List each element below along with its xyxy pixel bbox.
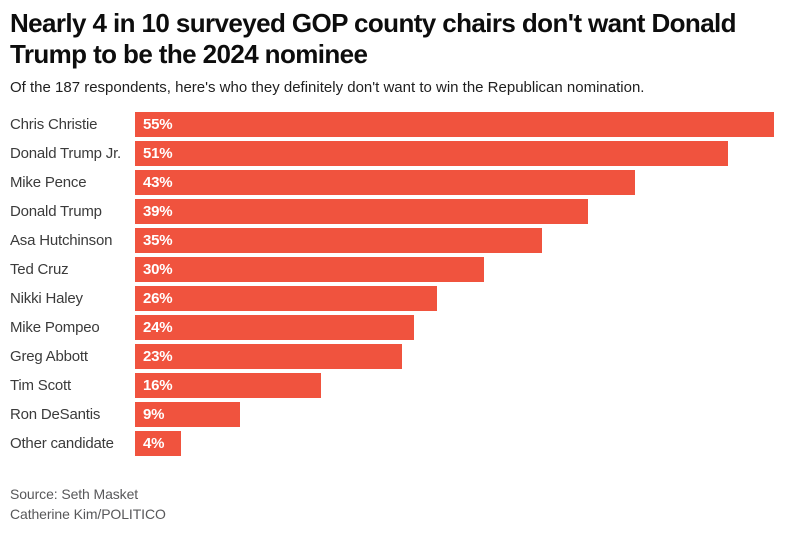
bar: 9% [135,402,240,427]
bar-value-label: 9% [143,406,165,423]
chart-row: Ted Cruz 30% [10,257,774,282]
bar-value-label: 51% [143,145,173,162]
category-label: Donald Trump [10,203,102,220]
category-label: Mike Pence [10,174,87,191]
bar-area: 4% [135,431,774,456]
bar-value-label: 35% [143,232,173,249]
bar-area: 9% [135,402,774,427]
chart-row: Other candidate 4% [10,431,774,456]
bar-value-label: 26% [143,290,173,307]
bar-value-label: 55% [143,116,173,133]
bar: 26% [135,286,438,311]
bar: 30% [135,257,484,282]
chart-row: Greg Abbott 23% [10,344,774,369]
chart-row: Asa Hutchinson 35% [10,228,774,253]
page-title: Nearly 4 in 10 surveyed GOP county chair… [10,8,737,69]
bar-area: 35% [135,228,774,253]
category-label: Ron DeSantis [10,406,101,423]
chart-row: Tim Scott 16% [10,373,774,398]
bar-area: 51% [135,141,774,166]
bar-area: 24% [135,315,774,340]
bar-value-label: 4% [143,435,165,452]
bar: 4% [135,431,182,456]
category-label: Mike Pompeo [10,319,100,336]
bar-value-label: 43% [143,174,173,191]
bar-value-label: 30% [143,261,173,278]
bar: 51% [135,141,728,166]
chart-row: Chris Christie 55% [10,112,774,137]
category-label: Asa Hutchinson [10,232,113,249]
chart-row: Ron DeSantis 9% [10,402,774,427]
bar-area: 26% [135,286,774,311]
bar-area: 30% [135,257,774,282]
category-label: Tim Scott [10,377,71,394]
bar-value-label: 24% [143,319,173,336]
bar-value-label: 23% [143,348,173,365]
bar: 24% [135,315,414,340]
bar-area: 23% [135,344,774,369]
bar-value-label: 16% [143,377,173,394]
category-label: Greg Abbott [10,348,88,365]
bar: 35% [135,228,542,253]
bar: 43% [135,170,635,195]
source-line: Source: Seth Masket [10,486,139,502]
bar-area: 16% [135,373,774,398]
bar: 16% [135,373,321,398]
bar-area: 55% [135,112,774,137]
chart-row: Mike Pence 43% [10,170,774,195]
page-subtitle: Of the 187 respondents, here's who they … [10,79,645,96]
category-label: Chris Christie [10,116,98,133]
category-label: Other candidate [10,435,114,452]
chart-row: Mike Pompeo 24% [10,315,774,340]
category-label: Donald Trump Jr. [10,145,122,162]
category-label: Nikki Haley [10,290,83,307]
bar: 55% [135,112,774,137]
bar-area: 39% [135,199,774,224]
bar: 39% [135,199,589,224]
bar-value-label: 39% [143,203,173,220]
bar: 23% [135,344,403,369]
chart-row: Nikki Haley 26% [10,286,774,311]
bar-chart: Chris Christie 55% Donald Trump Jr. 51% … [10,112,774,460]
category-label: Ted Cruz [10,261,69,278]
bar-area: 43% [135,170,774,195]
chart-row: Donald Trump Jr. 51% [10,141,774,166]
credit-line: Catherine Kim/POLITICO [10,506,166,522]
chart-footer: Source: Seth Masket Catherine Kim/POLITI… [10,484,166,524]
chart-row: Donald Trump 39% [10,199,774,224]
